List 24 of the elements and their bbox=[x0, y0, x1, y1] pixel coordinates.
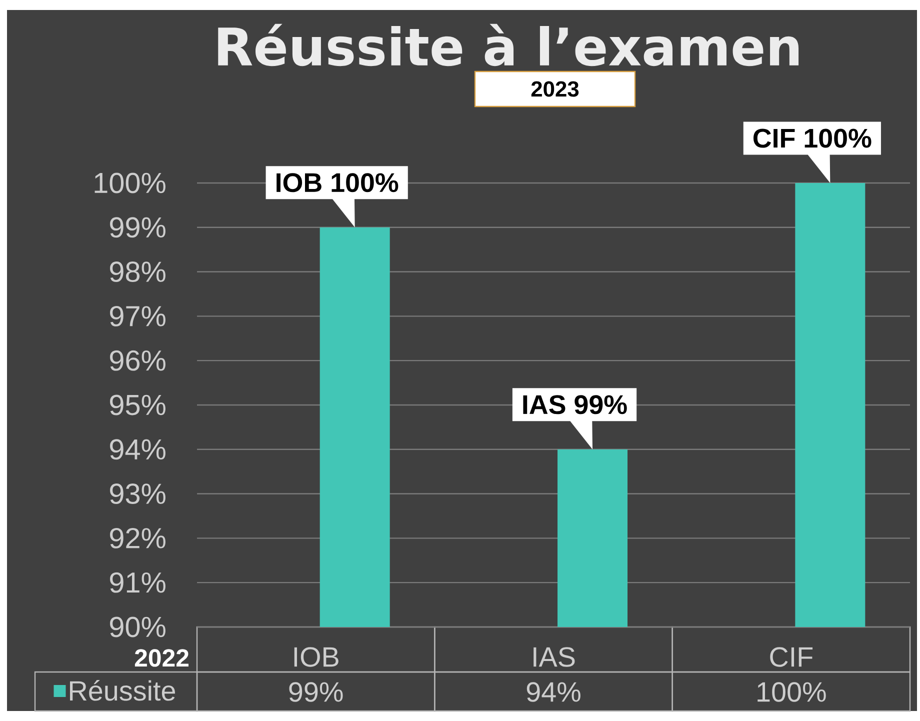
legend-label: Réussite bbox=[70, 680, 176, 701]
annotation: CIF 100% bbox=[753, 128, 872, 148]
y-tick-label: 95% bbox=[110, 394, 166, 416]
y-tick-label: 91% bbox=[110, 572, 166, 593]
annotation: IAS 99% bbox=[523, 395, 627, 414]
y-tick-label: 94% bbox=[110, 439, 166, 460]
chart-subtitle: 2023 bbox=[531, 81, 579, 97]
chart-title: Réussite à l’examen bbox=[218, 24, 799, 66]
y-tick-label: 93% bbox=[110, 484, 166, 504]
y-tick-label: 96% bbox=[110, 350, 166, 371]
x-tick-label: IAS bbox=[534, 647, 575, 667]
x-tick-label: IOB bbox=[294, 647, 338, 667]
y-tick-label: 90% bbox=[110, 616, 166, 638]
annotation: IOB 100% bbox=[276, 173, 398, 192]
data-label: 94% bbox=[526, 682, 580, 702]
text: 2022 bbox=[134, 649, 188, 667]
y-tick-label: 92% bbox=[110, 528, 166, 548]
y-tick-label: 97% bbox=[110, 306, 166, 326]
y-tick-label: 98% bbox=[110, 262, 166, 282]
x-tick-label: CIF bbox=[770, 647, 813, 667]
y-tick-label: 100% bbox=[94, 172, 166, 194]
y-tick-label: 99% bbox=[110, 217, 166, 238]
data-label: 99% bbox=[289, 682, 343, 702]
data-label: 100% bbox=[758, 682, 826, 702]
